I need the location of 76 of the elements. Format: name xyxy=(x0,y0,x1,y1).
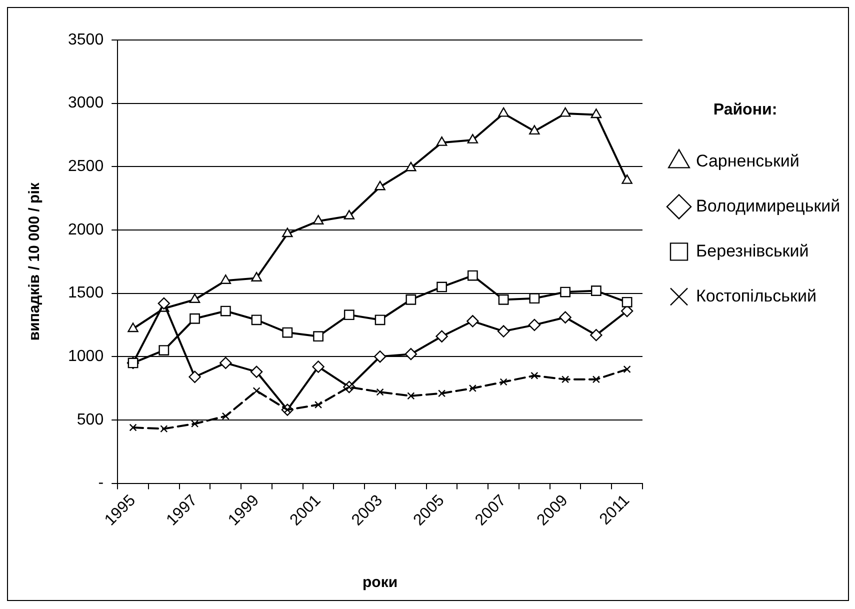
point xyxy=(590,108,602,118)
point xyxy=(406,294,416,305)
point xyxy=(529,125,540,135)
point xyxy=(313,331,324,342)
point xyxy=(220,274,232,284)
point xyxy=(530,372,538,380)
point xyxy=(500,378,508,386)
point xyxy=(467,270,478,281)
point xyxy=(590,286,602,296)
point xyxy=(560,107,571,117)
y-axis-title: випадків / 10 000 / рік xyxy=(26,182,44,341)
point xyxy=(222,412,230,420)
point xyxy=(158,345,170,356)
point xyxy=(562,376,570,384)
x-axis-title: роки xyxy=(362,574,398,592)
point xyxy=(560,286,571,298)
point xyxy=(314,400,322,409)
point xyxy=(344,310,354,320)
point xyxy=(376,388,384,396)
point xyxy=(282,327,293,338)
legend-label: Костопільський xyxy=(696,286,816,306)
y-tick-label: 2000 xyxy=(68,221,104,238)
y-tick-label: 3000 xyxy=(68,94,104,112)
point xyxy=(190,313,200,324)
point xyxy=(466,315,479,328)
point xyxy=(498,107,509,117)
point xyxy=(467,134,478,144)
point xyxy=(590,328,602,342)
point xyxy=(252,387,260,395)
point xyxy=(406,162,416,172)
y-tick-label: 3500 xyxy=(68,31,104,48)
y-tick-label: 1000 xyxy=(68,348,104,366)
point xyxy=(438,390,446,398)
point xyxy=(251,272,262,282)
y-tick-label: 1500 xyxy=(68,284,104,302)
point xyxy=(592,376,600,384)
point xyxy=(191,420,199,428)
point xyxy=(529,293,540,304)
legend-label: Березнівський xyxy=(696,241,809,260)
point xyxy=(250,366,263,378)
point xyxy=(312,360,324,373)
point xyxy=(160,425,168,433)
point xyxy=(374,180,386,190)
legend-title: Райони: xyxy=(713,101,778,118)
point xyxy=(623,365,631,374)
point xyxy=(220,306,231,316)
point xyxy=(404,348,418,360)
legend-label: Сарненський xyxy=(696,151,800,170)
y-tick-label: - xyxy=(98,474,104,492)
point xyxy=(622,174,632,184)
y-tick-label: 2500 xyxy=(68,158,104,176)
point xyxy=(622,296,632,308)
point xyxy=(497,325,510,338)
point xyxy=(344,210,355,220)
point xyxy=(312,215,324,224)
point xyxy=(251,314,262,326)
point xyxy=(436,282,447,292)
y-tick-label: 500 xyxy=(76,411,104,428)
point xyxy=(468,384,476,392)
point xyxy=(158,297,170,310)
point xyxy=(436,330,448,342)
legend-label: Володимирецький xyxy=(696,196,840,216)
point xyxy=(128,322,138,332)
point xyxy=(374,350,386,363)
point xyxy=(498,294,509,305)
point xyxy=(374,314,386,326)
point xyxy=(559,311,572,324)
point xyxy=(436,136,448,146)
point xyxy=(282,228,293,238)
point xyxy=(128,358,138,368)
point xyxy=(528,318,541,332)
point xyxy=(188,370,201,383)
point xyxy=(220,356,232,370)
point xyxy=(407,392,415,400)
point xyxy=(189,294,200,303)
point xyxy=(129,424,137,432)
